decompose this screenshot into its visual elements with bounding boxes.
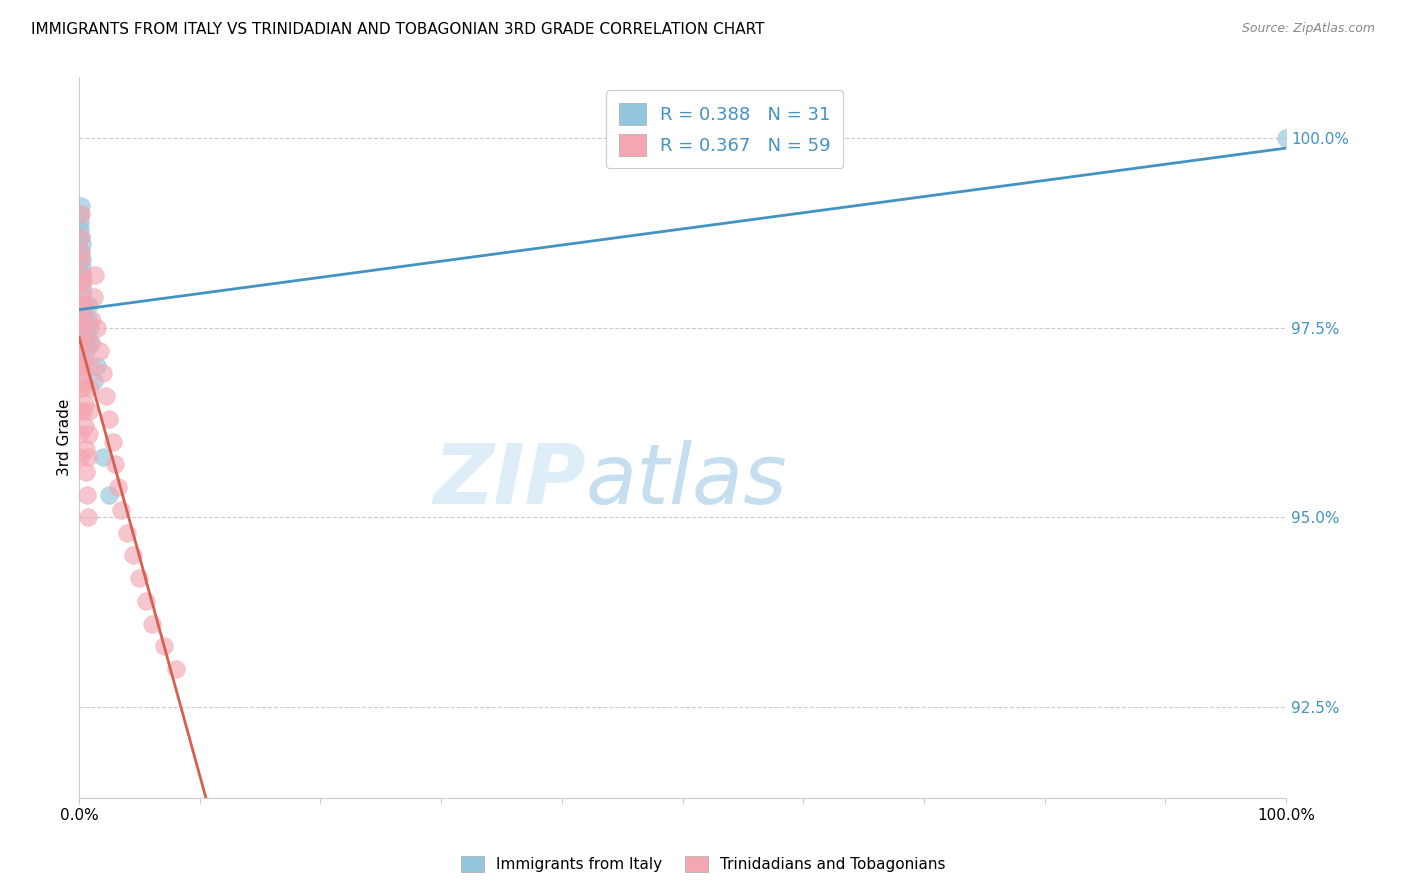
- Point: [73, 328, 96, 343]
- Point: [70, 260, 93, 274]
- Point: [107, 480, 129, 494]
- Point: [104, 458, 127, 472]
- Point: [69, 313, 91, 327]
- Point: [69, 381, 91, 395]
- Point: [73, 374, 96, 388]
- Point: [72, 313, 94, 327]
- Point: [73, 396, 96, 410]
- Point: [80, 335, 103, 350]
- Point: [70, 313, 93, 327]
- Point: [76, 328, 98, 343]
- Point: [77, 450, 100, 464]
- Point: [91, 366, 114, 380]
- Point: [98, 411, 121, 425]
- Point: [69, 222, 91, 236]
- Point: [70, 229, 93, 244]
- Point: [72, 275, 94, 289]
- Point: [70, 275, 93, 289]
- Point: [76, 488, 98, 502]
- Point: [72, 298, 94, 312]
- Point: [69, 404, 91, 418]
- Point: [122, 549, 145, 563]
- Point: [77, 298, 100, 312]
- Point: [70, 268, 93, 282]
- Point: [70, 290, 93, 304]
- Point: [69, 427, 91, 442]
- Legend: Immigrants from Italy, Trinidadians and Tobagonians: Immigrants from Italy, Trinidadians and …: [453, 848, 953, 880]
- Point: [70, 359, 93, 373]
- Point: [1275, 131, 1298, 145]
- Point: [70, 252, 93, 267]
- Point: [72, 381, 94, 395]
- Point: [83, 290, 105, 304]
- Point: [83, 268, 105, 282]
- Point: [86, 320, 108, 334]
- Point: [73, 351, 96, 365]
- Text: atlas: atlas: [586, 441, 787, 522]
- Point: [69, 450, 91, 464]
- Point: [77, 427, 100, 442]
- Point: [79, 404, 101, 418]
- Point: [72, 283, 94, 297]
- Point: [69, 359, 91, 373]
- Point: [110, 503, 132, 517]
- Point: [101, 434, 124, 449]
- Point: [75, 343, 97, 358]
- Point: [82, 313, 104, 327]
- Point: [79, 359, 101, 373]
- Point: [70, 237, 93, 252]
- Point: [73, 305, 96, 319]
- Text: ZIP: ZIP: [433, 441, 586, 522]
- Point: [73, 298, 96, 312]
- Point: [69, 298, 91, 312]
- Point: [75, 335, 97, 350]
- Point: [165, 662, 187, 676]
- Point: [79, 381, 101, 395]
- Point: [75, 442, 97, 457]
- Legend: R = 0.388   N = 31, R = 0.367   N = 59: R = 0.388 N = 31, R = 0.367 N = 59: [606, 90, 844, 169]
- Point: [134, 594, 156, 608]
- Point: [117, 525, 139, 540]
- Point: [73, 328, 96, 343]
- Point: [76, 510, 98, 524]
- Point: [69, 343, 91, 358]
- Point: [73, 320, 96, 334]
- Point: [69, 207, 91, 221]
- Point: [83, 374, 105, 388]
- Point: [72, 298, 94, 312]
- Point: [73, 313, 96, 327]
- Point: [75, 320, 97, 334]
- Point: [70, 229, 93, 244]
- Point: [70, 207, 93, 221]
- Point: [86, 359, 108, 373]
- Point: [70, 335, 93, 350]
- Point: [79, 320, 101, 334]
- Point: [72, 268, 94, 282]
- Text: IMMIGRANTS FROM ITALY VS TRINIDADIAN AND TOBAGONIAN 3RD GRADE CORRELATION CHART: IMMIGRANTS FROM ITALY VS TRINIDADIAN AND…: [31, 22, 765, 37]
- Point: [98, 488, 121, 502]
- Point: [91, 450, 114, 464]
- Point: [94, 389, 117, 403]
- Point: [89, 343, 111, 358]
- Point: [141, 616, 163, 631]
- Point: [69, 320, 91, 334]
- Point: [72, 404, 94, 418]
- Y-axis label: 3rd Grade: 3rd Grade: [58, 399, 72, 476]
- Point: [70, 252, 93, 267]
- Text: Source: ZipAtlas.com: Source: ZipAtlas.com: [1241, 22, 1375, 36]
- Point: [69, 214, 91, 228]
- Point: [69, 335, 91, 350]
- Point: [128, 571, 150, 585]
- Point: [70, 244, 93, 259]
- Point: [80, 335, 103, 350]
- Point: [75, 419, 97, 434]
- Point: [75, 465, 97, 479]
- Point: [76, 313, 98, 327]
- Point: [70, 244, 93, 259]
- Point: [69, 366, 91, 380]
- Point: [69, 199, 91, 213]
- Point: [152, 640, 174, 654]
